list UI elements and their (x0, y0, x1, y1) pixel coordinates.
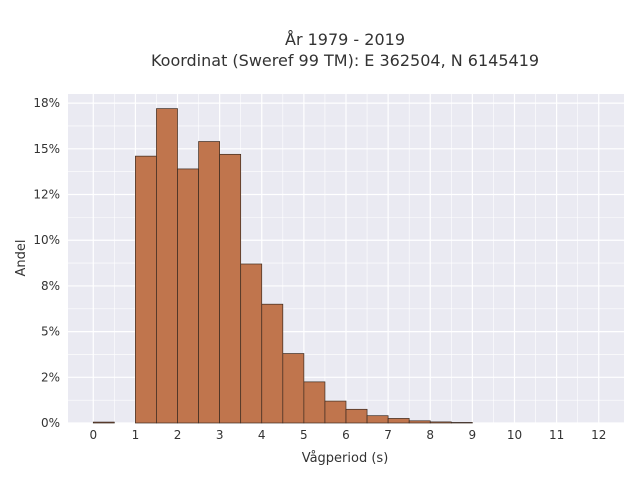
x-tick-label: 8 (426, 428, 434, 442)
histogram-bar (450, 422, 473, 424)
x-tick-label: 5 (300, 428, 308, 442)
histogram-bar (177, 168, 199, 424)
histogram-bar (387, 418, 410, 424)
histogram-bar (345, 408, 368, 424)
histogram-bar (219, 153, 242, 424)
histogram-bar (92, 421, 115, 424)
x-tick-label: 10 (507, 428, 522, 442)
x-tick-label: 0 (89, 428, 97, 442)
histogram-bar (324, 400, 347, 424)
y-tick-label: 12% (33, 188, 60, 202)
x-tick-labels: 0 1 2 3 4 5 6 7 8 9 10 11 12 (89, 428, 606, 442)
histogram-bar (135, 155, 157, 424)
x-axis-label: Vågperiod (s) (302, 451, 389, 466)
x-tick-label: 4 (258, 428, 266, 442)
histogram-bar (366, 415, 389, 424)
x-tick-label: 3 (216, 428, 224, 442)
histogram-bar (282, 353, 305, 424)
histogram-bar (429, 421, 452, 424)
x-tick-label: 12 (591, 428, 606, 442)
y-tick-label: 15% (33, 142, 60, 156)
x-tick-label: 2 (174, 428, 182, 442)
x-tick-label: 1 (132, 428, 140, 442)
y-tick-label: 8% (41, 279, 60, 293)
histogram-bars (92, 108, 473, 424)
y-tick-label: 10% (33, 233, 60, 247)
histogram-bar (303, 381, 326, 424)
x-tick-label: 6 (342, 428, 350, 442)
y-tick-labels: 0% 2% 5% 8% 10% 12% 15% 18% (33, 96, 60, 430)
x-tick-label: 11 (549, 428, 564, 442)
y-tick-label: 2% (41, 370, 60, 384)
histogram-bar (198, 141, 220, 424)
x-tick-label: 9 (469, 428, 477, 442)
y-tick-label: 18% (33, 96, 60, 110)
histogram-bar (156, 108, 178, 424)
histogram-bar (240, 263, 263, 424)
y-axis-label: Andel (14, 240, 29, 277)
y-tick-label: 0% (41, 416, 60, 430)
x-tick-label: 7 (384, 428, 392, 442)
histogram-bar (408, 420, 431, 424)
chart-title-line-1: År 1979 - 2019 (285, 30, 405, 49)
histogram-bar (261, 303, 284, 424)
chart-title-line-2: Koordinat (Sweref 99 TM): E 362504, N 61… (151, 51, 539, 70)
y-tick-label: 5% (41, 325, 60, 339)
